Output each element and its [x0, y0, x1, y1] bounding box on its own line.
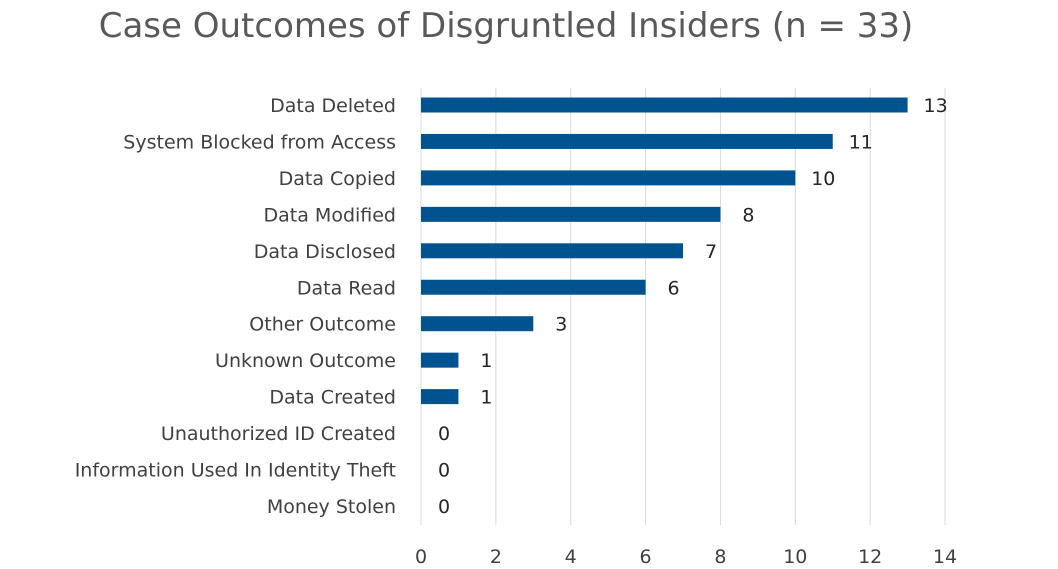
category-label: Unauthorized ID Created	[161, 423, 396, 445]
x-tick-label: 0	[415, 546, 427, 568]
data-label: 10	[811, 168, 835, 190]
data-label: 3	[555, 314, 567, 336]
category-label: Data Deleted	[270, 95, 396, 117]
data-label: 6	[668, 277, 680, 299]
category-label: Data Copied	[279, 168, 396, 190]
x-tick-label: 2	[490, 546, 502, 568]
data-label: 11	[849, 131, 873, 153]
category-label: Money Stolen	[267, 496, 396, 518]
x-tick-label: 14	[933, 546, 957, 568]
data-label: 0	[438, 460, 450, 482]
bars	[421, 97, 908, 405]
category-label: Data Read	[297, 277, 396, 299]
bar-6	[421, 316, 534, 332]
bar-0	[421, 97, 908, 113]
category-label: Data Disclosed	[254, 241, 396, 263]
bar-8	[421, 389, 459, 405]
bar-2	[421, 170, 796, 186]
x-tick-label: 8	[714, 546, 726, 568]
data-label: 8	[742, 204, 754, 226]
x-axis-ticks: 0 2 4 6 8 10 12 14	[415, 546, 957, 568]
bar-7	[421, 352, 459, 368]
category-label: Unknown Outcome	[215, 350, 396, 372]
x-tick-label: 10	[783, 546, 807, 568]
bar-5	[421, 279, 646, 295]
data-label: 13	[923, 95, 947, 117]
chart-title: Case Outcomes of Disgruntled Insiders (n…	[98, 6, 914, 46]
data-label: 0	[438, 423, 450, 445]
bar-3	[421, 206, 721, 222]
category-label: Data Created	[269, 387, 396, 409]
data-label: 1	[480, 350, 492, 372]
data-label: 7	[705, 241, 717, 263]
data-label: 0	[438, 496, 450, 518]
category-label: Information Used In Identity Theft	[75, 460, 396, 482]
gridlines	[420, 88, 946, 525]
x-tick-label: 4	[565, 546, 577, 568]
category-label: System Blocked from Access	[123, 131, 396, 153]
x-tick-label: 12	[858, 546, 882, 568]
x-tick-label: 6	[640, 546, 652, 568]
category-labels: Data Deleted System Blocked from Access Da…	[75, 95, 396, 518]
bar-1	[421, 133, 833, 149]
bar-4	[421, 243, 684, 259]
category-label: Other Outcome	[249, 314, 396, 336]
data-label: 1	[480, 387, 492, 409]
category-label: Data Modified	[264, 204, 396, 226]
